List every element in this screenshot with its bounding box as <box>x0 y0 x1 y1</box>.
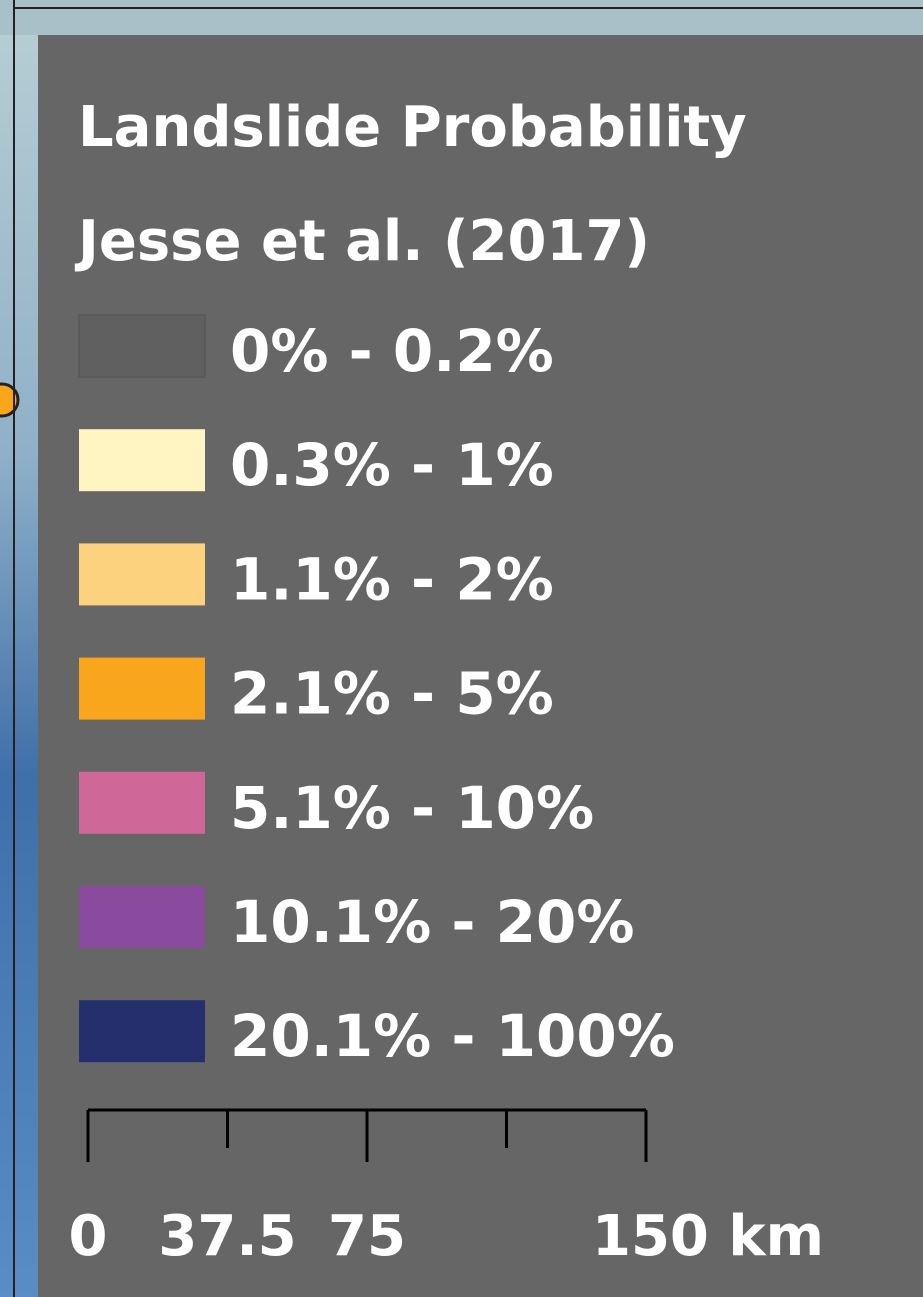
legend-swatch <box>78 314 206 378</box>
legend-label: 10.1% - 20% <box>230 888 635 956</box>
map-strip <box>0 0 923 35</box>
legend-label: 2.1% - 5% <box>230 660 554 728</box>
scale-label: 37.5 <box>158 1204 296 1269</box>
legend-title: Landslide Probability <box>78 95 747 160</box>
legend-subtitle: Jesse et al. (2017) <box>74 209 650 274</box>
legend-swatch <box>79 771 205 834</box>
legend-label: 20.1% - 100% <box>230 1002 675 1070</box>
scale-bar: 0 37.5 75 150 km <box>69 1108 824 1269</box>
scale-label: 0 <box>69 1204 108 1269</box>
legend-label: 0% - 0.2% <box>230 317 554 385</box>
legend-label: 0.3% - 1% <box>230 431 554 499</box>
legend-swatch <box>79 429 205 492</box>
legend-swatch <box>79 543 205 606</box>
scale-label: 75 <box>328 1204 406 1269</box>
scale-label: 150 km <box>592 1204 824 1269</box>
legend-swatch <box>79 886 205 948</box>
legend-swatch <box>79 657 205 720</box>
legend-swatch <box>79 1000 205 1063</box>
legend-label: 1.1% - 2% <box>230 545 554 613</box>
map-marker <box>0 382 20 418</box>
legend-label: 5.1% - 10% <box>230 774 594 842</box>
legend-items: 0% - 0.2% 0.3% - 1% 1.1% - 2% 2.1% - 5% 5.1%… <box>78 314 675 1070</box>
